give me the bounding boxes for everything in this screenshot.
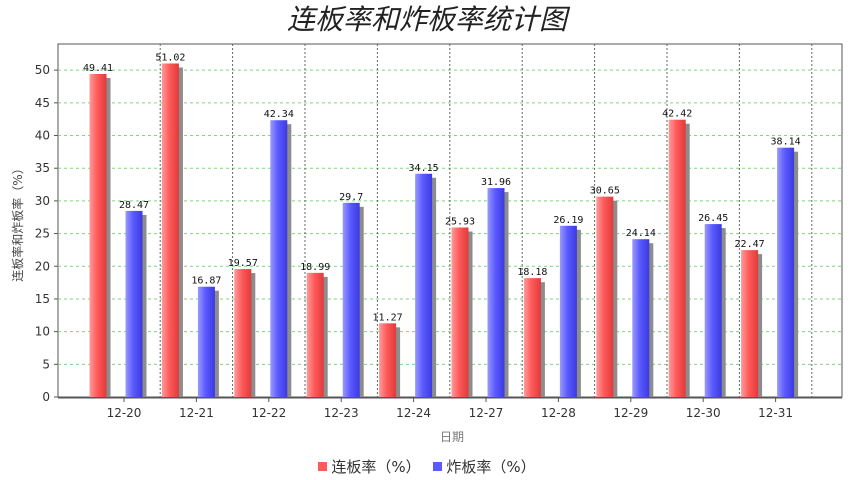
data-label: 51.02 — [155, 52, 185, 63]
x-tick-label: 12-27 — [469, 406, 504, 420]
y-tick-label: 10 — [35, 325, 50, 339]
bar-series-1 — [306, 272, 324, 397]
y-tick-label: 15 — [35, 292, 50, 306]
y-tick-label: 40 — [35, 129, 50, 143]
y-axis-label: 连板率和炸板率（%） — [10, 162, 25, 281]
data-label: 30.65 — [590, 186, 620, 197]
legend: 连板率（%） 炸板率（%） — [0, 456, 854, 477]
bar-series-2 — [704, 224, 722, 397]
x-tick-label: 12-30 — [686, 406, 721, 420]
data-label: 38.14 — [771, 137, 801, 148]
data-label: 31.96 — [481, 177, 511, 188]
data-label: 29.7 — [339, 192, 363, 203]
data-label: 16.87 — [191, 276, 221, 287]
y-tick-label: 45 — [35, 96, 50, 110]
bar-series-2 — [270, 120, 288, 397]
bar-series-2 — [197, 286, 215, 397]
y-tick-label: 30 — [35, 194, 50, 208]
x-tick-label: 12-31 — [758, 406, 793, 420]
x-tick-label: 12-24 — [396, 406, 431, 420]
y-tick-label: 0 — [42, 390, 50, 404]
x-axis-label: 日期 — [440, 430, 464, 444]
bar-series-1 — [451, 227, 469, 397]
y-tick-label: 25 — [35, 227, 50, 241]
data-label: 28.47 — [119, 200, 149, 211]
x-tick-label: 12-29 — [613, 406, 648, 420]
bar-series-1 — [234, 269, 252, 397]
data-label: 42.42 — [662, 109, 692, 120]
x-tick-label: 12-20 — [107, 406, 142, 420]
legend-label: 连板率（%） — [331, 458, 421, 476]
data-label: 24.14 — [626, 228, 656, 239]
x-tick-label: 12-23 — [324, 406, 359, 420]
legend-item-series-1: 连板率（%） — [318, 456, 421, 477]
data-label: 22.47 — [735, 239, 765, 250]
bar-series-2 — [415, 173, 433, 397]
data-label: 19.57 — [228, 258, 258, 269]
bar-series-1 — [89, 74, 107, 397]
data-label: 34.15 — [409, 163, 439, 174]
data-label: 25.93 — [445, 216, 475, 227]
legend-item-series-2: 炸板率（%） — [433, 456, 536, 477]
bar-series-2 — [559, 225, 577, 397]
y-tick-label: 35 — [35, 161, 50, 175]
data-label: 11.27 — [373, 312, 403, 323]
bar-series-1 — [161, 63, 179, 397]
bar-series-2 — [125, 210, 143, 397]
bar-series-1 — [596, 196, 614, 397]
data-label: 26.45 — [698, 213, 728, 224]
legend-label: 炸板率（%） — [446, 458, 536, 476]
bar-series-2 — [487, 188, 505, 397]
legend-swatch-red — [318, 462, 328, 471]
data-label: 42.34 — [264, 109, 294, 120]
x-tick-label: 12-21 — [179, 406, 214, 420]
bar-series-2 — [342, 202, 360, 397]
y-tick-label: 20 — [35, 259, 50, 273]
data-label: 49.41 — [83, 63, 113, 74]
y-tick-label: 5 — [42, 357, 50, 371]
data-label: 26.19 — [553, 215, 583, 226]
bar-series-2 — [632, 239, 650, 397]
bar-series-1 — [741, 250, 759, 397]
chart-title: 连板率和炸板率统计图 — [286, 3, 567, 36]
legend-swatch-blue — [433, 462, 443, 471]
bar-series-2 — [777, 147, 795, 397]
data-label: 18.18 — [517, 267, 547, 278]
bar-series-1 — [523, 278, 541, 397]
x-tick-label: 12-22 — [251, 406, 286, 420]
data-label: 18.99 — [300, 262, 330, 273]
y-tick-label: 50 — [35, 63, 50, 77]
bar-series-1 — [668, 119, 686, 398]
x-tick-label: 12-28 — [541, 406, 576, 420]
bar-series-1 — [379, 323, 397, 397]
